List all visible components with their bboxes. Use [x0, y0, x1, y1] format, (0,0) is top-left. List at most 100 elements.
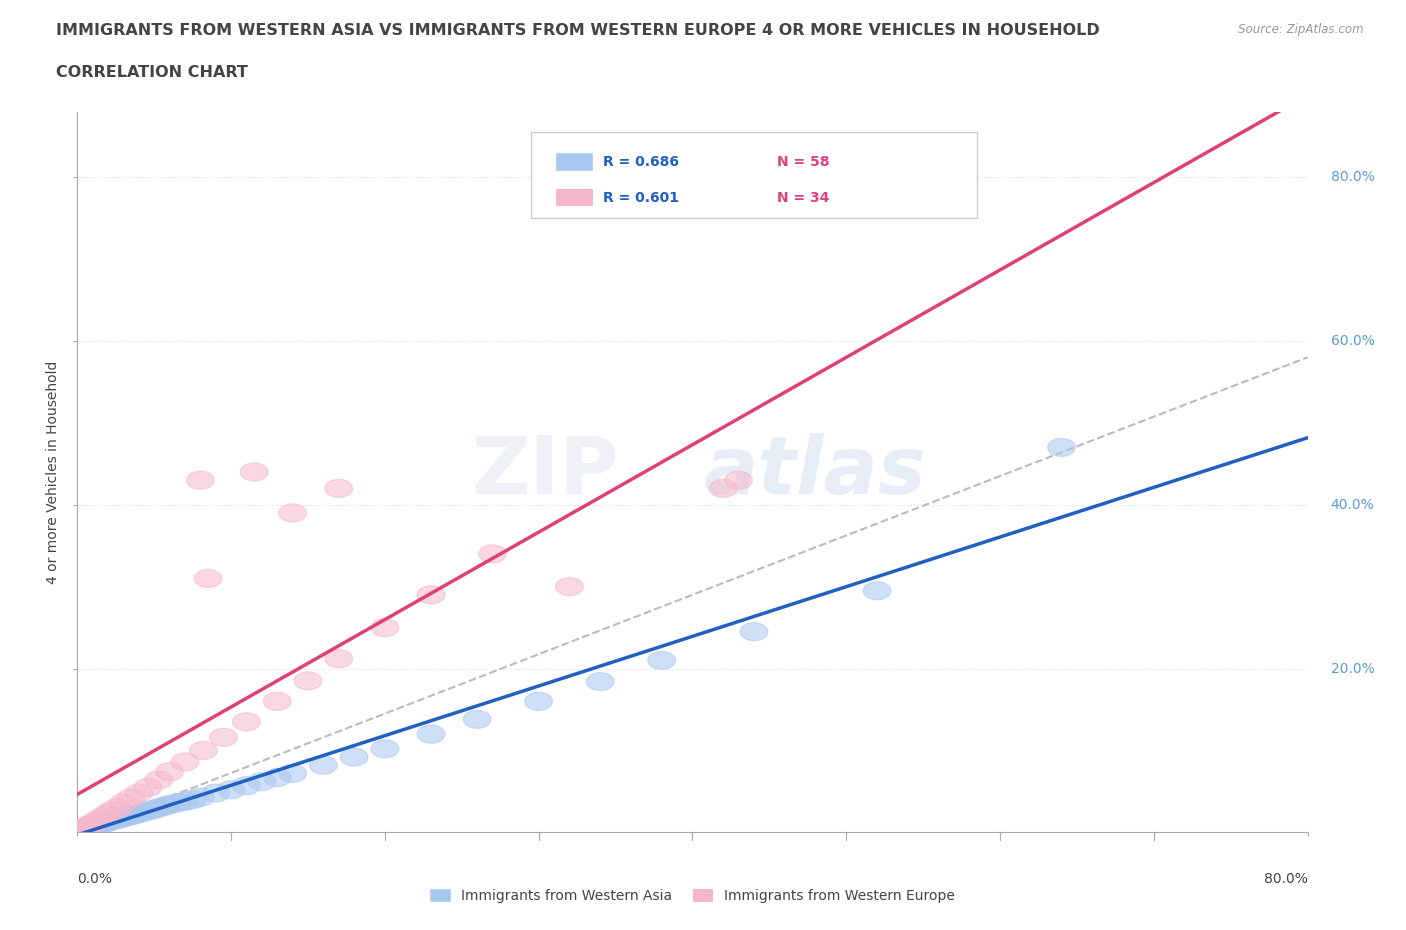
Ellipse shape	[97, 812, 125, 830]
Ellipse shape	[89, 808, 115, 827]
Ellipse shape	[145, 799, 173, 817]
Ellipse shape	[863, 582, 891, 600]
Ellipse shape	[75, 817, 103, 836]
Ellipse shape	[194, 569, 222, 588]
Text: N = 58: N = 58	[778, 155, 830, 169]
FancyBboxPatch shape	[555, 189, 592, 206]
Ellipse shape	[125, 804, 153, 822]
Ellipse shape	[75, 819, 103, 837]
Text: 80.0%: 80.0%	[1264, 872, 1308, 886]
Text: R = 0.601: R = 0.601	[603, 191, 679, 205]
Ellipse shape	[464, 711, 491, 728]
Text: IMMIGRANTS FROM WESTERN ASIA VS IMMIGRANTS FROM WESTERN EUROPE 4 OR MORE VEHICLE: IMMIGRANTS FROM WESTERN ASIA VS IMMIGRAN…	[56, 23, 1099, 38]
Text: N = 34: N = 34	[778, 191, 830, 205]
Text: R = 0.686: R = 0.686	[603, 155, 679, 169]
Ellipse shape	[555, 578, 583, 595]
Ellipse shape	[418, 586, 444, 604]
Text: 80.0%: 80.0%	[1330, 170, 1375, 184]
Ellipse shape	[1047, 438, 1076, 457]
Ellipse shape	[66, 822, 94, 840]
Text: atlas: atlas	[704, 433, 927, 511]
Ellipse shape	[156, 795, 183, 814]
Ellipse shape	[104, 799, 131, 817]
Ellipse shape	[70, 820, 97, 838]
Ellipse shape	[134, 802, 162, 820]
Ellipse shape	[309, 756, 337, 774]
Text: 60.0%: 60.0%	[1330, 334, 1375, 348]
Ellipse shape	[648, 651, 675, 670]
Ellipse shape	[187, 788, 214, 806]
Ellipse shape	[371, 739, 399, 758]
Ellipse shape	[122, 805, 149, 823]
Ellipse shape	[83, 816, 111, 834]
Ellipse shape	[740, 623, 768, 641]
Ellipse shape	[156, 763, 183, 781]
Ellipse shape	[187, 472, 214, 489]
Ellipse shape	[83, 811, 111, 829]
Ellipse shape	[172, 753, 198, 771]
Ellipse shape	[478, 545, 506, 563]
Ellipse shape	[110, 794, 138, 812]
Ellipse shape	[104, 810, 131, 829]
Ellipse shape	[134, 778, 162, 796]
Ellipse shape	[141, 801, 169, 818]
Ellipse shape	[67, 821, 96, 839]
Ellipse shape	[72, 820, 98, 838]
FancyBboxPatch shape	[531, 132, 977, 218]
Text: CORRELATION CHART: CORRELATION CHART	[56, 65, 247, 80]
Text: 20.0%: 20.0%	[1330, 661, 1375, 675]
Ellipse shape	[371, 618, 399, 637]
Ellipse shape	[232, 777, 260, 794]
Ellipse shape	[103, 810, 129, 829]
Ellipse shape	[115, 807, 143, 825]
Ellipse shape	[80, 817, 108, 835]
Text: Source: ZipAtlas.com: Source: ZipAtlas.com	[1239, 23, 1364, 36]
Ellipse shape	[67, 820, 96, 838]
Ellipse shape	[145, 771, 173, 789]
Ellipse shape	[98, 811, 127, 829]
FancyBboxPatch shape	[555, 153, 592, 169]
Ellipse shape	[97, 802, 125, 820]
Ellipse shape	[89, 815, 115, 832]
Ellipse shape	[724, 472, 752, 489]
Ellipse shape	[72, 818, 98, 836]
Ellipse shape	[117, 789, 145, 807]
Ellipse shape	[110, 808, 138, 827]
Ellipse shape	[152, 797, 179, 816]
Ellipse shape	[91, 814, 120, 831]
Text: ZIP: ZIP	[471, 433, 619, 511]
Ellipse shape	[82, 816, 110, 834]
Ellipse shape	[325, 650, 353, 668]
Y-axis label: 4 or more Vehicles in Household: 4 or more Vehicles in Household	[46, 360, 60, 584]
Ellipse shape	[586, 672, 614, 691]
Legend: Immigrants from Western Asia, Immigrants from Western Europe: Immigrants from Western Asia, Immigrants…	[425, 884, 960, 909]
Ellipse shape	[294, 671, 322, 690]
Ellipse shape	[75, 817, 103, 835]
Ellipse shape	[418, 725, 444, 743]
Ellipse shape	[278, 764, 307, 782]
Ellipse shape	[90, 815, 117, 832]
Ellipse shape	[93, 805, 121, 823]
Ellipse shape	[73, 819, 100, 837]
Ellipse shape	[125, 784, 153, 802]
Ellipse shape	[107, 809, 134, 828]
Ellipse shape	[172, 792, 198, 810]
Ellipse shape	[179, 790, 207, 808]
Ellipse shape	[76, 818, 104, 836]
Ellipse shape	[278, 504, 307, 522]
Ellipse shape	[112, 808, 141, 826]
Ellipse shape	[77, 817, 105, 836]
Ellipse shape	[202, 784, 229, 802]
Ellipse shape	[325, 479, 353, 498]
Ellipse shape	[263, 768, 291, 787]
Ellipse shape	[163, 794, 191, 812]
Ellipse shape	[79, 817, 107, 835]
Ellipse shape	[87, 816, 114, 833]
Ellipse shape	[190, 741, 218, 760]
Ellipse shape	[247, 773, 276, 790]
Ellipse shape	[263, 692, 291, 711]
Text: 0.0%: 0.0%	[77, 872, 112, 886]
Ellipse shape	[94, 813, 122, 830]
Ellipse shape	[218, 781, 245, 799]
Ellipse shape	[232, 712, 260, 731]
